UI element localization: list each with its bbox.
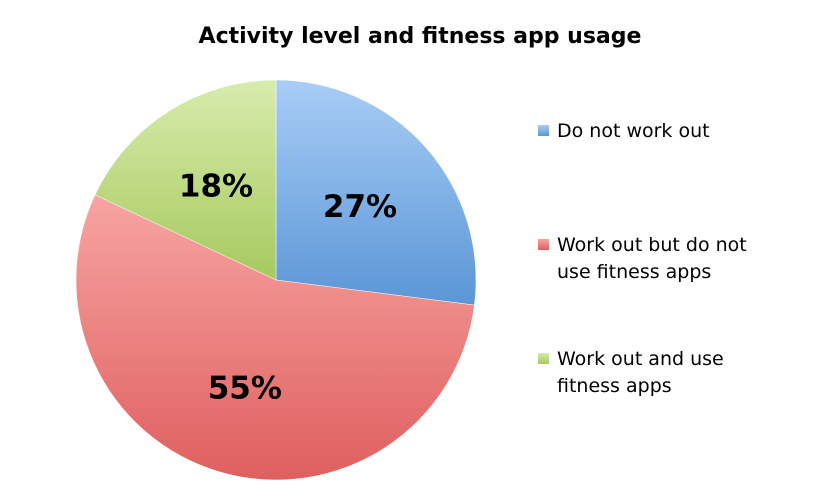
slice-label: 18% — [179, 168, 253, 204]
slice-label: 27% — [323, 189, 397, 225]
slice-do-not-work-out — [275, 79, 477, 306]
legend-label: Work out and use fitness apps — [557, 348, 724, 397]
legend-label: Work out but do not use fitness apps — [557, 234, 747, 283]
legend-swatch — [538, 353, 549, 364]
legend-item-do-not-work-out: Do not work out — [538, 118, 767, 145]
legend-item-work-out-use-apps: Work out and use fitness apps — [538, 346, 767, 400]
chart-title: Activity level and fitness app usage — [198, 24, 642, 49]
legend-label: Do not work out — [557, 120, 710, 142]
slice-work-out-use-apps — [94, 79, 277, 281]
slice-label: 55% — [208, 371, 282, 407]
legend-swatch — [538, 125, 549, 136]
legend-swatch — [538, 239, 549, 250]
slice-work-out-no-apps — [75, 194, 475, 481]
legend-item-work-out-no-apps: Work out but do not use fitness apps — [538, 232, 767, 286]
